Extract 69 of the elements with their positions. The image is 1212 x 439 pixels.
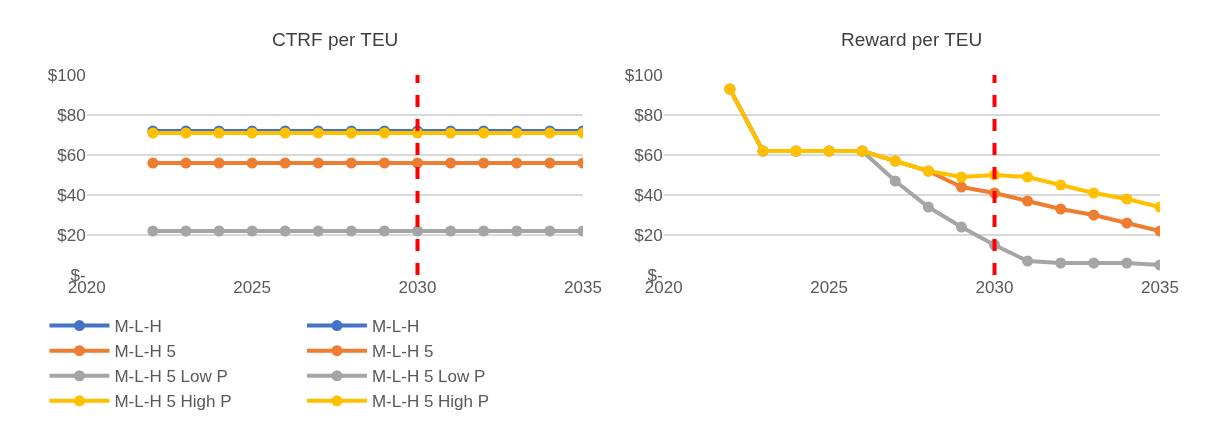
y-tick-label: $20 [634,225,663,245]
x-tick-label: 2035 [1141,278,1179,297]
point [511,157,523,169]
x-tick-label: 2025 [233,278,272,297]
y-tick-label: $60 [634,145,663,165]
point [955,181,967,193]
point [213,225,225,237]
point [1022,195,1034,207]
point [922,201,934,213]
point [180,157,192,169]
point [180,225,192,237]
legend-label: M-L-H 5 [371,342,434,362]
legend-label: M-L-H 5 High P [114,392,232,412]
point [544,225,556,237]
y-tick-label: $80 [634,105,663,125]
point [445,225,457,237]
y-tick-label: $100 [624,65,663,85]
point [312,225,324,237]
legend-label: M-L-H 5 High P [371,392,490,412]
point [147,157,159,169]
y-tick-label: $60 [57,145,86,165]
point [1088,209,1100,221]
point [478,157,490,169]
legend-label: M-L-H 5 [114,342,176,362]
y-tick-label: $40 [57,185,86,205]
point [1055,257,1067,269]
point [378,157,390,169]
legend-label: M-L-H [371,317,420,337]
point [312,157,324,169]
point [147,225,159,237]
point [478,225,490,237]
y-tick-label: $80 [57,105,86,125]
point [544,157,556,169]
point [412,225,424,237]
point [1121,217,1133,229]
point [1121,193,1133,205]
point [279,225,291,237]
chart-title: CTRF per TEU [272,29,399,50]
point [1022,255,1034,267]
point [279,157,291,169]
point [1088,257,1100,269]
point [345,225,357,237]
point [1055,203,1067,215]
legend-label: M-L-H 5 Low P [371,367,486,387]
point [1121,257,1133,269]
point [1022,171,1034,183]
x-tick-label: 2030 [398,278,437,297]
y-tick-label: $40 [634,185,663,205]
point [1088,187,1100,199]
point [889,175,901,187]
point [246,225,258,237]
point [213,157,225,169]
y-tick-label: $100 [47,65,86,85]
y-tick-label: $20 [57,225,86,245]
point [1055,179,1067,191]
chart-title: Reward per TEU [841,29,983,50]
x-tick-label: 2030 [975,278,1014,297]
legend-label: M-L-H 5 Low P [114,367,228,387]
point [445,157,457,169]
point [378,225,390,237]
x-tick-label: 2025 [810,278,849,297]
point [511,225,523,237]
point [955,171,967,183]
x-tick-label: 2035 [564,278,602,297]
point [955,221,967,233]
point [345,157,357,169]
point [246,157,258,169]
legend-label: M-L-H [114,317,162,337]
point [412,157,424,169]
